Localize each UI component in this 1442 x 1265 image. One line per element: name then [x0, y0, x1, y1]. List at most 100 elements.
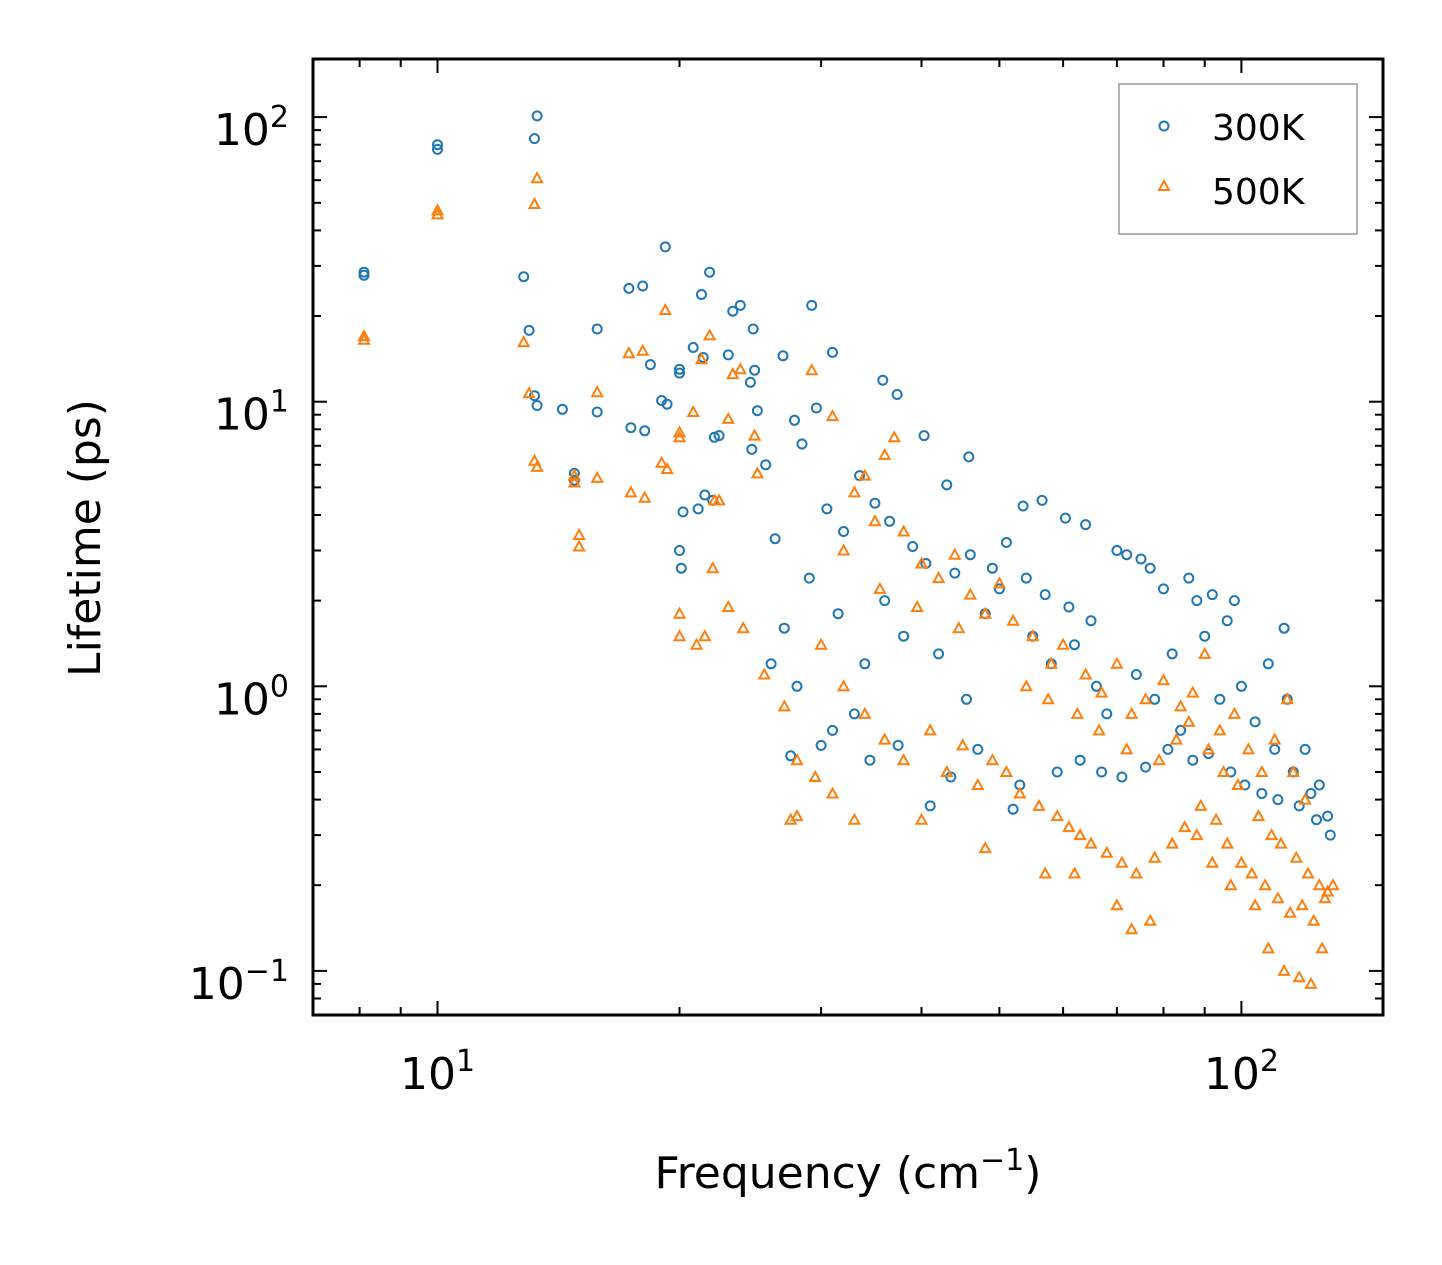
- point-500K-138: [910, 599, 924, 612]
- point-500K-102: [1255, 764, 1269, 777]
- point-500K-90: [1078, 667, 1093, 680]
- point-300K-75: [1299, 743, 1311, 755]
- point-500K-156: [1312, 878, 1326, 891]
- point-300K-61: [1080, 519, 1092, 531]
- point-300K-116: [964, 549, 976, 561]
- point-300K-31: [722, 349, 734, 361]
- point-300K-22: [661, 398, 673, 410]
- point-500K-19: [638, 490, 652, 503]
- point-500K-87: [1026, 629, 1040, 642]
- point-500K-1: [357, 332, 371, 345]
- point-500K-117: [1062, 820, 1076, 833]
- point-500K-130: [1245, 866, 1259, 879]
- point-300K-6: [518, 271, 530, 283]
- point-300K-18: [625, 422, 637, 434]
- point-500K-63: [1261, 941, 1275, 954]
- point-500K-47: [808, 769, 822, 782]
- point-500K-88: [1044, 656, 1058, 669]
- point-300K-96: [1090, 680, 1102, 692]
- point-500K-60: [1205, 855, 1219, 868]
- point-300K-50: [769, 533, 781, 545]
- point-300K-131: [972, 743, 984, 755]
- point-300K-15: [623, 282, 635, 294]
- point-300K-16: [637, 280, 649, 292]
- point-300K-9: [531, 400, 543, 411]
- point-300K-20: [659, 241, 671, 253]
- point-300K-83: [1007, 803, 1019, 815]
- point-300K-104: [1235, 680, 1247, 692]
- point-500K-120: [1100, 845, 1114, 858]
- point-500K-41: [706, 561, 720, 574]
- point-300K-55: [918, 430, 930, 442]
- point-300K-25: [687, 342, 699, 353]
- point-500K-82: [948, 547, 962, 560]
- point-300K-34: [747, 323, 759, 335]
- point-500K-27: [702, 328, 717, 341]
- point-300K-72: [1262, 658, 1274, 670]
- point-500K-51: [847, 812, 862, 825]
- x-tick-labels: 101 102: [400, 1044, 1279, 1100]
- point-500K-20: [658, 302, 672, 315]
- point-500K-11: [567, 475, 582, 488]
- point-500K-77: [868, 514, 882, 527]
- point-500K-129: [1234, 855, 1249, 868]
- point-500K-54: [1038, 866, 1052, 879]
- point-300K-40: [810, 402, 822, 414]
- point-300K-123: [832, 608, 844, 620]
- point-500K-7: [522, 386, 536, 399]
- point-500K-66: [1304, 976, 1318, 989]
- point-300K-95: [1069, 639, 1080, 651]
- point-500K-97: [1186, 685, 1200, 698]
- point-500K-133: [1283, 905, 1297, 918]
- point-300K-57: [963, 451, 975, 463]
- y-tick-label-0.1: 10−1: [189, 954, 289, 1010]
- point-500K-95: [1156, 673, 1171, 686]
- point-500K-33: [747, 428, 762, 441]
- point-500K-73: [887, 430, 901, 443]
- point-500K-65: [1292, 970, 1306, 983]
- point-300K-56: [941, 479, 953, 491]
- point-500K-24: [672, 430, 687, 443]
- point-300K-35: [749, 364, 761, 376]
- point-300K-100: [1166, 648, 1178, 660]
- point-500K-110: [956, 738, 970, 751]
- legend-label-300K: 300K: [1212, 108, 1306, 149]
- point-300K-26: [696, 289, 707, 300]
- point-300K-41: [827, 346, 838, 358]
- point-500K-12: [572, 527, 586, 540]
- point-500K-43: [736, 621, 750, 634]
- point-500K-57: [1124, 922, 1139, 935]
- point-300K-1: [358, 269, 370, 281]
- point-300K-71: [1228, 595, 1240, 607]
- point-500K-40: [698, 629, 712, 642]
- point-500K-142: [1070, 706, 1084, 719]
- point-500K-122: [1129, 866, 1143, 879]
- point-300K-86: [859, 658, 871, 670]
- point-500K-22: [660, 461, 674, 474]
- point-300K-121: [1063, 601, 1075, 613]
- point-300K-88: [898, 630, 910, 642]
- point-300K-52: [796, 438, 808, 450]
- point-300K-28: [704, 266, 716, 278]
- point-500K-153: [1274, 836, 1288, 849]
- point-500K-124: [1165, 836, 1179, 849]
- point-300K-87: [879, 595, 891, 607]
- point-500K-132: [1271, 891, 1285, 904]
- point-300K-37: [751, 405, 763, 417]
- point-300K-90: [949, 567, 961, 579]
- point-300K-102: [1199, 630, 1211, 642]
- point-300K-60: [1059, 512, 1071, 524]
- point-500K-53: [978, 841, 992, 854]
- point-500K-17: [636, 343, 650, 356]
- point-300K-78: [1324, 829, 1336, 841]
- point-300K-120: [1039, 589, 1051, 601]
- x-tick-label-10: 101: [400, 1044, 475, 1100]
- point-500K-72: [1298, 792, 1312, 805]
- point-300K-112: [869, 497, 881, 509]
- point-500K-71: [1286, 764, 1300, 777]
- point-300K-113: [884, 515, 896, 527]
- point-300K-134: [1074, 754, 1086, 766]
- point-500K-100: [1227, 706, 1242, 719]
- legend-frame: [1118, 83, 1358, 235]
- point-300K-4: [531, 110, 543, 122]
